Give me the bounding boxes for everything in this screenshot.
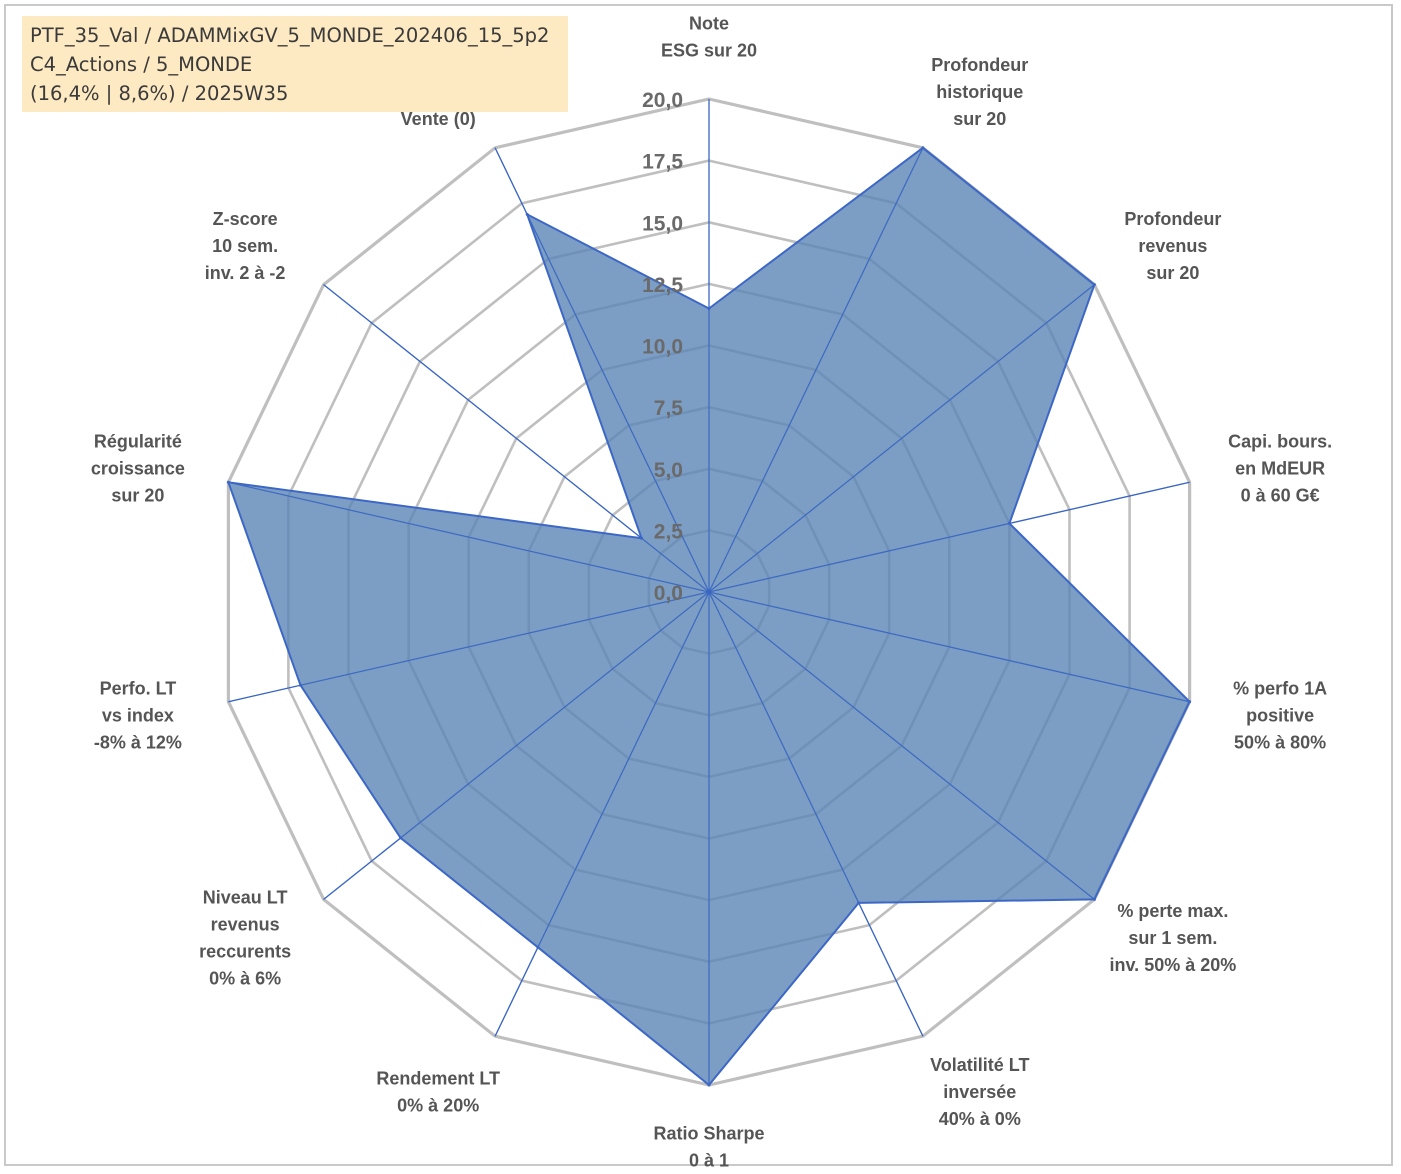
axis-label-11-line-3: -8% à 12% — [94, 733, 182, 753]
axis-label-5-line-1: % perfo 1A — [1233, 679, 1327, 699]
axis-label-12-line-1: Régularité — [94, 432, 182, 452]
axis-label-5-line-3: 50% à 80% — [1234, 733, 1326, 753]
tick-label: 2,5 — [654, 520, 684, 543]
axis-label-13-line-2: 10 sem. — [212, 236, 278, 256]
axis-label-4-line-2: en MdEUR — [1235, 459, 1325, 479]
axis-label-10-line-3: reccurents — [199, 942, 291, 962]
axis-spokes-overlay — [228, 99, 1190, 1085]
axis-label-2-line-1: Profondeur — [931, 55, 1028, 75]
axis-label-11-line-2: vs index — [102, 706, 174, 726]
axis-label-8-line-2: 0 à 1 — [689, 1151, 729, 1171]
axis-label-4-line-1: Capi. bours. — [1228, 432, 1332, 452]
axis-spoke-overlay-4 — [708, 481, 1190, 593]
tick-label: 0,0 — [654, 582, 683, 605]
axis-label-6-line-3: inv. 50% à 20% — [1110, 955, 1237, 975]
info-box: PTF_35_Val / ADAMMixGV_5_MONDE_202406_15… — [22, 16, 568, 112]
axis-label-7-line-3: 40% à 0% — [939, 1109, 1021, 1129]
tick-label: 17,5 — [642, 151, 683, 174]
axis-label-1-line-2: ESG sur 20 — [661, 41, 757, 61]
axis-label-2-line-3: sur 20 — [953, 109, 1006, 129]
radial-tick-labels: 0,0 2,5 5,0 7,5 10,0 12,5 15,0 17,5 20,0 — [642, 89, 683, 605]
axis-label-7-line-2: inversée — [943, 1082, 1016, 1102]
tick-label: 12,5 — [642, 274, 683, 297]
axis-label-13-line-1: Z-score — [213, 209, 278, 229]
axis-spoke-overlay-2 — [708, 147, 924, 593]
axis-spoke-overlay-3 — [708, 284, 1095, 593]
axis-spoke-overlay-12 — [228, 481, 710, 593]
tick-label: 7,5 — [654, 397, 684, 420]
axis-label-4-line-3: 0 à 60 G€ — [1241, 486, 1320, 506]
axis-spoke-overlay-7 — [708, 591, 924, 1037]
axis-label-6-line-1: % perte max. — [1117, 901, 1228, 921]
axis-label-9-line-1: Rendement LT — [376, 1069, 500, 1089]
axis-label-8-line-1: Ratio Sharpe — [653, 1124, 764, 1144]
info-line-1: PTF_35_Val / ADAMMixGV_5_MONDE_202406_15… — [30, 24, 550, 47]
axis-label-1-line-1: Note — [689, 14, 729, 34]
tick-label: 5,0 — [654, 459, 683, 482]
axis-spoke-overlay-5 — [708, 591, 1190, 703]
axis-label-14-line-3: Vente (0) — [401, 109, 476, 129]
axis-spoke-overlay-6 — [708, 591, 1095, 900]
axis-label-3-line-3: sur 20 — [1146, 263, 1199, 283]
axis-spoke-overlay-13 — [323, 284, 710, 593]
axis-label-10-line-2: revenus — [211, 915, 280, 935]
axis-label-3-line-1: Profondeur — [1124, 209, 1221, 229]
axis-label-2-line-2: historique — [936, 82, 1023, 102]
axis-label-9-line-2: 0% à 20% — [397, 1096, 479, 1116]
tick-label: 15,0 — [642, 212, 683, 235]
tick-label: 20,0 — [642, 89, 683, 112]
axis-label-3-line-2: revenus — [1138, 236, 1207, 256]
axis-label-11-line-1: Perfo. LT — [100, 679, 177, 699]
axis-label-6-line-2: sur 1 sem. — [1128, 928, 1217, 948]
tick-label: 10,0 — [642, 336, 683, 359]
axis-label-10-line-1: Niveau LT — [203, 888, 288, 908]
axis-label-5-line-2: positive — [1246, 706, 1314, 726]
axis-spoke-overlay-9 — [494, 591, 710, 1037]
info-line-3: (16,4% | 8,6%) / 2025W35 — [30, 82, 289, 105]
axis-spoke-overlay-10 — [323, 591, 710, 900]
axis-spoke-overlay-11 — [228, 591, 710, 703]
axis-spoke-overlay-14 — [494, 147, 710, 593]
axis-label-7-line-1: Volatilité LT — [930, 1055, 1029, 1075]
axis-label-13-line-3: inv. 2 à -2 — [205, 263, 286, 283]
axis-label-10-line-4: 0% à 6% — [209, 969, 281, 989]
info-line-2: C4_Actions / 5_MONDE — [30, 53, 253, 76]
axis-label-12-line-3: sur 20 — [111, 486, 164, 506]
axis-label-12-line-2: croissance — [91, 459, 185, 479]
